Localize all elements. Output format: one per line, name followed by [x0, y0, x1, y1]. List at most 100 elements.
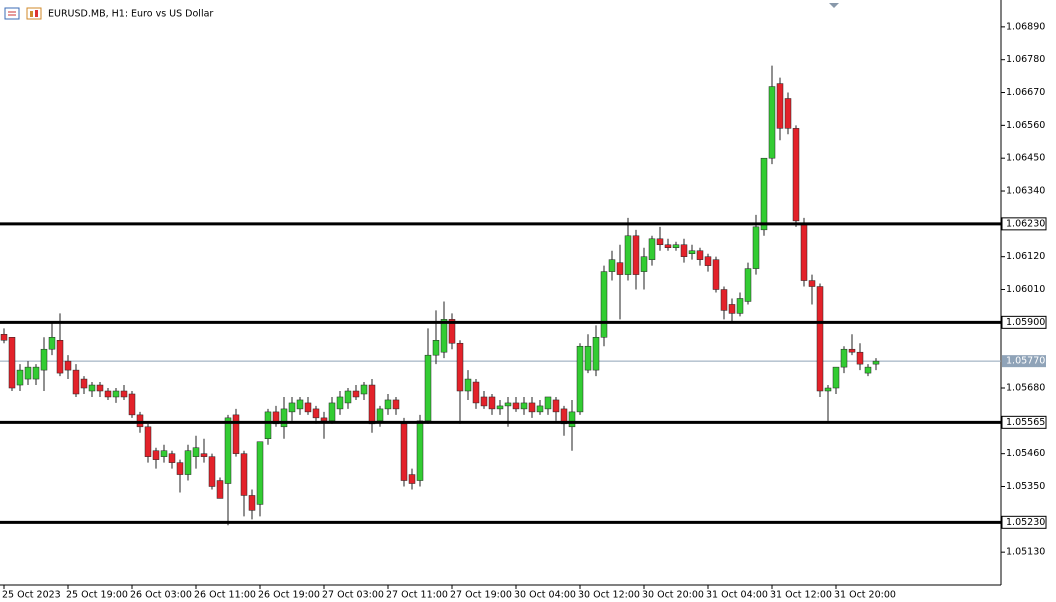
candle-body: [496, 405, 504, 410]
y-tick-label: 1.05680: [1006, 383, 1045, 394]
candle-body: [656, 238, 664, 245]
candle-body: [448, 319, 456, 344]
candle-body: [72, 369, 80, 395]
y-tick-label: 1.06120: [1006, 251, 1045, 262]
candle-body: [736, 298, 744, 314]
candle-body: [96, 384, 104, 392]
candle-body: [848, 348, 856, 353]
candle-body: [584, 345, 592, 371]
candle-body: [8, 337, 16, 389]
candle-body: [48, 337, 56, 350]
icon: [4, 7, 20, 20]
candle-body: [672, 244, 680, 248]
candle-body: [424, 354, 432, 422]
candle-body: [128, 393, 136, 416]
candle-body: [712, 259, 720, 290]
x-tick-label: 31 Oct 12:00: [770, 590, 832, 601]
y-tick-label: 1.06780: [1006, 54, 1045, 65]
candle-body: [320, 417, 328, 422]
candle-body: [416, 420, 424, 481]
candle-body: [112, 390, 120, 398]
candle-body: [616, 262, 624, 275]
candle-body: [280, 408, 288, 428]
level-label-box: [1001, 515, 1047, 529]
x-tick-label: 31 Oct 04:00: [706, 590, 768, 601]
level-label-box: [1001, 415, 1047, 429]
candle-body: [400, 423, 408, 481]
candle-body: [784, 98, 792, 129]
candle-body: [408, 474, 416, 484]
candle-body: [24, 366, 32, 380]
candle-body: [696, 250, 704, 260]
candle-body: [472, 381, 480, 404]
candle-body: [192, 447, 200, 457]
candle-body: [432, 340, 440, 356]
candle-body: [792, 128, 800, 222]
x-tick-label: 27 Oct 03:00: [322, 590, 384, 601]
candle-body: [520, 402, 528, 410]
y-tick-label: 1.06670: [1006, 87, 1045, 98]
candle-body: [80, 378, 88, 389]
shift-marker: [829, 3, 839, 8]
candle-body: [376, 408, 384, 422]
candle-body: [704, 256, 712, 266]
x-tick-label: 30 Oct 04:00: [514, 590, 576, 601]
x-tick-label: 26 Oct 19:00: [258, 590, 320, 601]
candle-body: [168, 453, 176, 463]
candle-body: [480, 396, 488, 407]
candle-body: [832, 366, 840, 389]
candle-body: [776, 83, 784, 129]
candle-body: [0, 334, 8, 341]
x-tick-label: 30 Oct 20:00: [642, 590, 704, 601]
candle-body: [256, 441, 264, 505]
candle-body: [184, 450, 192, 475]
candle-body: [456, 342, 464, 392]
candle-body: [360, 384, 368, 395]
candle-body: [88, 384, 96, 392]
price-label-box: [1002, 355, 1046, 368]
candle-body: [752, 226, 760, 269]
candle-body: [720, 289, 728, 311]
candle-body: [336, 396, 344, 410]
candle-body: [648, 238, 656, 260]
candle-body: [568, 411, 576, 428]
candle-body: [808, 280, 816, 287]
candle-body: [872, 360, 880, 365]
y-tick-label: 1.06010: [1006, 284, 1045, 295]
candle-body: [488, 396, 496, 410]
candle-body: [32, 366, 40, 380]
candle-body: [840, 348, 848, 368]
candle-body: [824, 387, 832, 392]
candle-body: [760, 157, 768, 231]
candle-body: [504, 402, 512, 407]
candle-body: [152, 450, 160, 460]
candle-body: [200, 453, 208, 457]
candle-body: [640, 256, 648, 272]
candle-body: [464, 378, 472, 392]
candle-body: [232, 414, 240, 454]
candle-body: [312, 408, 320, 419]
candle-body: [224, 417, 232, 484]
candle-body: [632, 235, 640, 275]
y-tick-label: 1.05350: [1006, 481, 1045, 492]
candle-body: [544, 396, 552, 410]
candle-body: [800, 223, 808, 281]
candle-body: [208, 456, 216, 487]
candle-body: [536, 405, 544, 413]
x-tick-label: 30 Oct 12:00: [578, 590, 640, 601]
chart-title: EURUSD.MB, H1: Euro vs US Dollar: [48, 9, 213, 20]
icon-bar: [30, 11, 33, 17]
candle-body: [576, 345, 584, 413]
x-tick-label: 26 Oct 11:00: [194, 590, 256, 601]
candle-body: [680, 244, 688, 257]
y-tick-label: 1.06890: [1006, 21, 1045, 32]
y-tick-label: 1.06450: [1006, 153, 1045, 164]
y-tick-label: 1.06340: [1006, 186, 1045, 197]
candle-body: [368, 384, 376, 425]
candle-body: [856, 351, 864, 365]
candle-body: [552, 399, 560, 413]
candle-body: [120, 390, 128, 398]
candle-body: [16, 369, 24, 386]
candle-body: [768, 86, 776, 159]
y-tick-label: 1.05460: [1006, 448, 1045, 459]
